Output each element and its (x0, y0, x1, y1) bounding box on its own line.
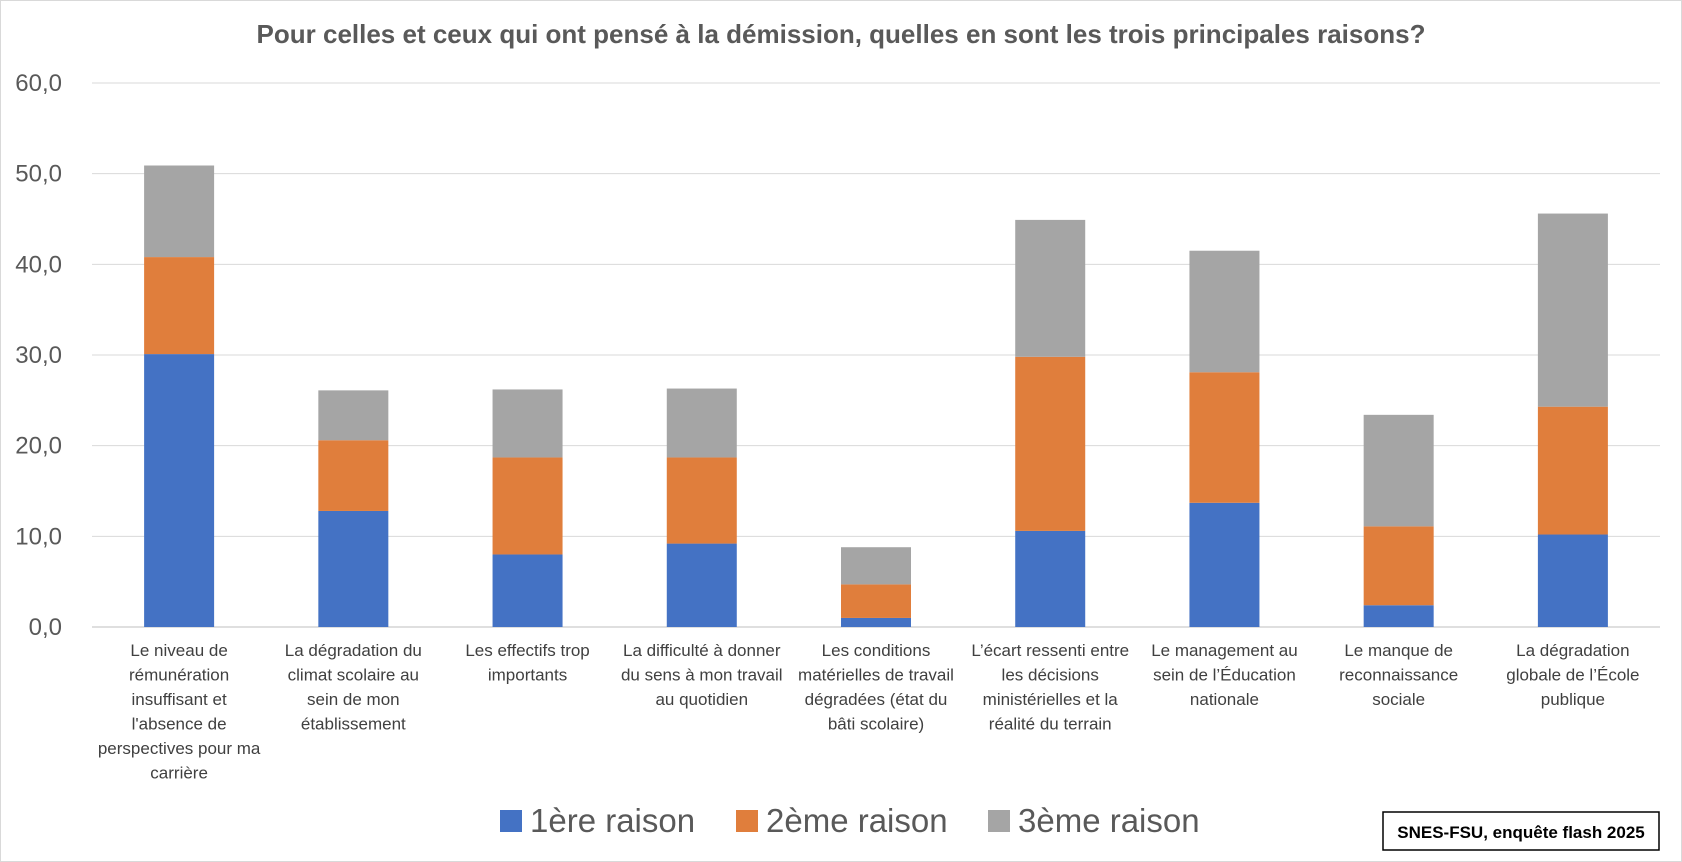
x-category-label-line: du sens à mon travail (621, 666, 783, 685)
x-category-label-line: globale de l’École (1506, 666, 1639, 685)
y-tick-label: 50,0 (15, 161, 62, 188)
x-category-label-line: Le niveau de (130, 641, 227, 660)
source-note-border (1382, 811, 1660, 851)
x-category-label-line: Le management au (1151, 641, 1298, 660)
legend-swatch (988, 810, 1010, 832)
x-category-label-line: sociale (1372, 690, 1425, 709)
y-tick-label: 10,0 (15, 523, 62, 550)
x-category-label: La dégradation globale de l’École publique (1506, 641, 1639, 709)
x-category-label-line: perspectives pour ma (98, 739, 261, 758)
x-category-label-line: sein de mon (307, 690, 400, 709)
y-tick-label: 0,0 (29, 614, 62, 641)
bar-segment-1-cat-9 (1537, 534, 1608, 627)
bar-segment-3-cat-4 (666, 388, 737, 458)
x-category-label-line: publique (1541, 690, 1605, 709)
x-category-label: L’écart ressenti entre les décisions minis… (971, 641, 1129, 734)
x-category-label-line: L’écart ressenti entre (971, 641, 1129, 660)
x-category-label-line: nationale (1190, 690, 1259, 709)
bar-segment-1-cat-5 (841, 617, 911, 627)
legend-label: 1ère raison (530, 802, 695, 839)
y-tick-label: 30,0 (15, 342, 62, 369)
x-category-label-line: Les effectifs trop (465, 641, 589, 660)
legend-label: 2ème raison (766, 802, 948, 839)
bar-segment-2-cat-2 (318, 440, 389, 511)
x-category-label: La dégradation du climat scolaire au sein … (285, 641, 422, 734)
bar-segment-2-cat-5 (841, 584, 911, 618)
legend: 1ère raison 2ème raison 3ème raison (500, 802, 1200, 839)
x-category-label-line: au quotidien (655, 690, 748, 709)
y-axis-ticks: 0,0 10,0 20,0 30,0 40,0 50,0 60,0 (15, 70, 62, 641)
bar-segment-2-cat-4 (666, 457, 737, 544)
x-category-label-line: dégradées (état du (805, 690, 948, 709)
bar-segment-2-cat-7 (1189, 372, 1260, 503)
bar-segment-1-cat-3 (492, 554, 563, 627)
x-category-label: La difficulté à donner du sens à mon trav… (621, 641, 783, 709)
x-category-label-line: Les conditions (822, 641, 931, 660)
x-category-label: Le manque de reconnaissance sociale (1339, 641, 1458, 709)
source-note-box: SNES-FSU, enquête flash 2025 (1382, 811, 1660, 851)
x-category-label-line: La difficulté à donner (623, 641, 781, 660)
bar-segment-1-cat-6 (1015, 530, 1086, 627)
bar-segment-3-cat-2 (318, 390, 389, 441)
bar-segment-3-cat-7 (1189, 250, 1260, 373)
x-category-label-line: ministérielles et la (983, 690, 1119, 709)
x-category-label-line: La dégradation (1516, 641, 1629, 660)
chart-title: Pour celles et ceux qui ont pensé à la d… (257, 19, 1426, 49)
legend-label: 3ème raison (1018, 802, 1200, 839)
bar-segment-3-cat-8 (1363, 414, 1434, 527)
bar-segment-2-cat-8 (1363, 526, 1434, 606)
source-note: SNES-FSU, enquête flash 2025 (1397, 823, 1645, 842)
x-axis-labels: Le niveau de rémunération insuffisant et l'… (98, 641, 1640, 783)
x-category-label-line: matérielles de travail (798, 666, 954, 685)
x-category-label-line: les décisions (1002, 666, 1099, 685)
x-category-label-line: sein de l’Éducation (1153, 666, 1296, 685)
x-category-label-line: importants (488, 666, 567, 685)
bar-segment-2-cat-3 (492, 457, 563, 555)
x-category-label-line: établissement (301, 715, 406, 734)
bar-segment-1-cat-7 (1189, 502, 1260, 627)
x-category-label-line: réalité du terrain (989, 715, 1112, 734)
bar-segment-3-cat-9 (1537, 213, 1608, 407)
bar-segment-3-cat-3 (492, 389, 563, 458)
legend-swatch (736, 810, 758, 832)
bars (144, 165, 1608, 627)
bar-segment-1-cat-8 (1363, 605, 1434, 627)
bar-segment-3-cat-5 (841, 547, 911, 585)
x-category-label: Le management au sein de l’Éducation natio… (1151, 641, 1298, 709)
x-category-label: Les effectifs trop importants (465, 641, 589, 685)
bar-segment-1-cat-2 (318, 510, 389, 627)
x-category-label: Les conditions matérielles de travail dégr… (798, 641, 954, 734)
bar-segment-2-cat-6 (1015, 356, 1086, 531)
x-category-label-line: reconnaissance (1339, 666, 1458, 685)
legend-swatch (500, 810, 522, 832)
x-category-label-line: bâti scolaire) (828, 715, 924, 734)
x-category-label: Le niveau de rémunération insuffisant et l'… (98, 641, 261, 783)
bar-segment-2-cat-9 (1537, 406, 1608, 535)
x-category-label-line: climat scolaire au (288, 666, 419, 685)
bar-segment-2-cat-1 (144, 257, 215, 355)
x-category-label-line: La dégradation du (285, 641, 422, 660)
bar-segment-3-cat-1 (144, 165, 215, 258)
bar-segment-3-cat-6 (1015, 219, 1086, 357)
x-category-label-line: l'absence de (132, 715, 227, 734)
bar-segment-1-cat-1 (144, 354, 215, 627)
x-category-label-line: Le manque de (1344, 641, 1453, 660)
y-tick-label: 60,0 (15, 70, 62, 97)
y-tick-label: 20,0 (15, 433, 62, 460)
bar-segment-1-cat-4 (666, 543, 737, 627)
x-category-label-line: rémunération (129, 666, 229, 685)
x-category-label-line: insuffisant et (132, 690, 227, 709)
y-tick-label: 40,0 (15, 251, 62, 278)
x-category-label-line: carrière (150, 764, 208, 783)
